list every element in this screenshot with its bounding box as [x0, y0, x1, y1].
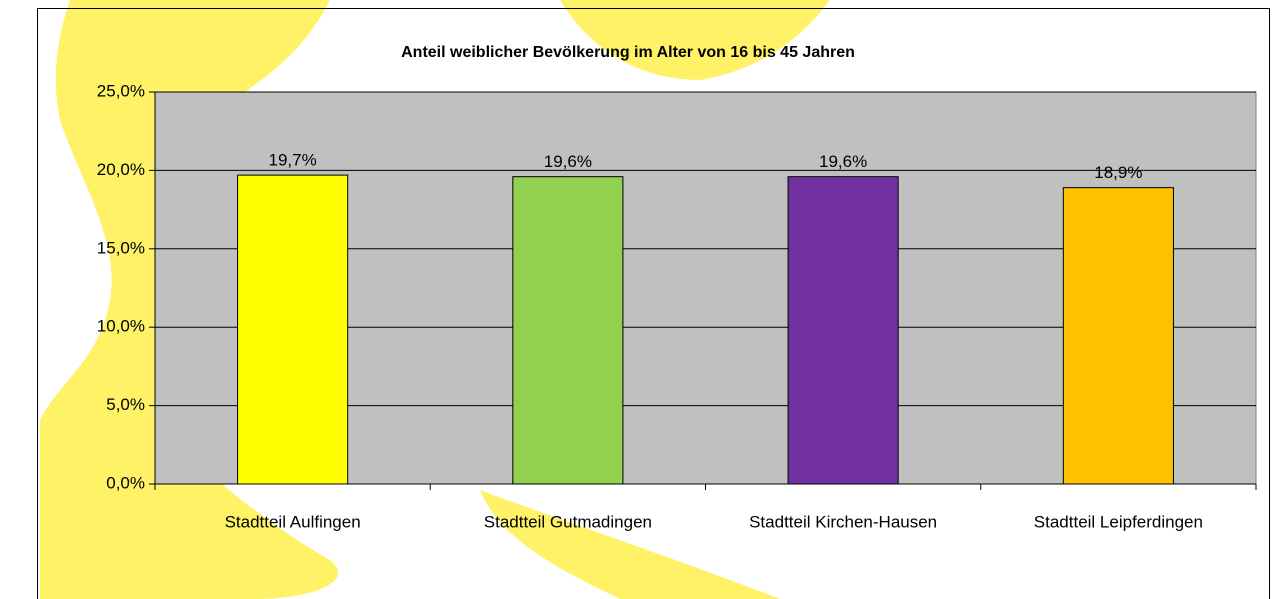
bar — [237, 174, 349, 485]
x-tick-label: Stadtteil Kirchen-Hausen — [749, 512, 937, 531]
y-tick-label: 20,0% — [97, 160, 145, 179]
chart-border — [37, 8, 1270, 599]
y-tick-label: 5,0% — [106, 395, 145, 414]
x-tick-label: Stadtteil Leipferdingen — [1034, 512, 1203, 531]
value-label: 19,7% — [269, 151, 317, 170]
value-label: 19,6% — [819, 152, 867, 171]
x-tick-label: Stadtteil Gutmadingen — [484, 512, 652, 531]
bar — [787, 176, 899, 485]
y-tick-label: 15,0% — [97, 238, 145, 257]
x-tick-label: Stadtteil Aulfingen — [225, 512, 361, 531]
value-label: 19,6% — [544, 152, 592, 171]
background-shape — [40, 0, 830, 599]
chart-title: Anteil weiblicher Bevölkerung im Alter v… — [401, 44, 855, 61]
value-label: 18,9% — [1094, 163, 1142, 182]
bar — [1062, 187, 1174, 485]
y-tick-label: 25,0% — [97, 81, 145, 100]
y-tick-label: 10,0% — [97, 317, 145, 336]
bar — [512, 176, 624, 485]
y-tick-label: 0,0% — [106, 473, 145, 492]
